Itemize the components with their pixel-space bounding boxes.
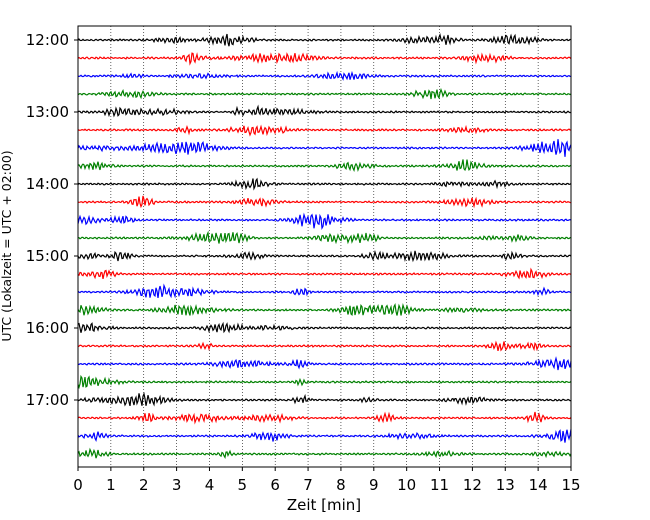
- x-axis-ticks: 0 1 2 3 4 5 6 7 8 9 10 11 12 13 14 15: [73, 467, 581, 494]
- x-tick-label: 5: [238, 476, 248, 494]
- trace-line: [77, 321, 572, 334]
- x-tick-label: 10: [397, 476, 416, 494]
- trace-line: [77, 267, 572, 280]
- trace-line: [77, 52, 572, 66]
- trace-line: [77, 340, 571, 352]
- x-tick-label: 2: [139, 476, 149, 494]
- trace-line: [77, 374, 572, 390]
- trace-line: [77, 429, 572, 443]
- trace-line: [77, 70, 572, 81]
- x-tick-label: 1: [106, 476, 116, 494]
- x-tick-label: 8: [336, 476, 346, 494]
- trace-line: [77, 249, 572, 263]
- trace-line: [77, 87, 572, 100]
- y-axis-ticks: 12:00 13:00 14:00 15:00 16:00 17:00: [26, 31, 78, 409]
- x-tick-label: 12: [463, 476, 482, 494]
- trace-line: [77, 139, 572, 157]
- trace-line: [77, 104, 572, 118]
- trace-line: [77, 33, 572, 47]
- x-tick-label: 9: [369, 476, 379, 494]
- x-tick-label: 11: [430, 476, 449, 494]
- trace-line: [77, 230, 572, 245]
- trace-line: [77, 177, 572, 191]
- y-tick-label: 13:00: [26, 103, 69, 121]
- x-tick-label: 6: [270, 476, 280, 494]
- trace-line: [77, 159, 572, 172]
- x-tick-label: 14: [529, 476, 548, 494]
- y-tick-label: 15:00: [26, 247, 69, 265]
- x-tick-label: 7: [303, 476, 313, 494]
- x-tick-label: 4: [205, 476, 215, 494]
- seismic-traces: [77, 33, 572, 459]
- x-tick-label: 13: [496, 476, 515, 494]
- trace-line: [77, 356, 572, 371]
- x-axis-label: Zeit [min]: [287, 496, 361, 514]
- y-tick-label: 12:00: [26, 31, 69, 49]
- trace-line: [77, 195, 572, 209]
- x-tick-label: 3: [172, 476, 182, 494]
- trace-line: [77, 303, 572, 317]
- y-tick-label: 16:00: [26, 319, 69, 337]
- trace-line: [77, 212, 572, 231]
- x-tick-label: 0: [73, 476, 83, 494]
- trace-line: [77, 411, 572, 425]
- trace-line: [77, 391, 572, 407]
- plot-frame: [77, 25, 572, 468]
- trace-line: [77, 283, 572, 299]
- trace-line: [77, 124, 572, 137]
- trace-line: [77, 447, 572, 459]
- y-tick-label: 14:00: [26, 175, 69, 193]
- y-tick-label: 17:00: [26, 391, 69, 409]
- x-tick-label: 15: [561, 476, 580, 494]
- y-axis-label: UTC (Lokalzeit = UTC + 02:00): [0, 150, 14, 341]
